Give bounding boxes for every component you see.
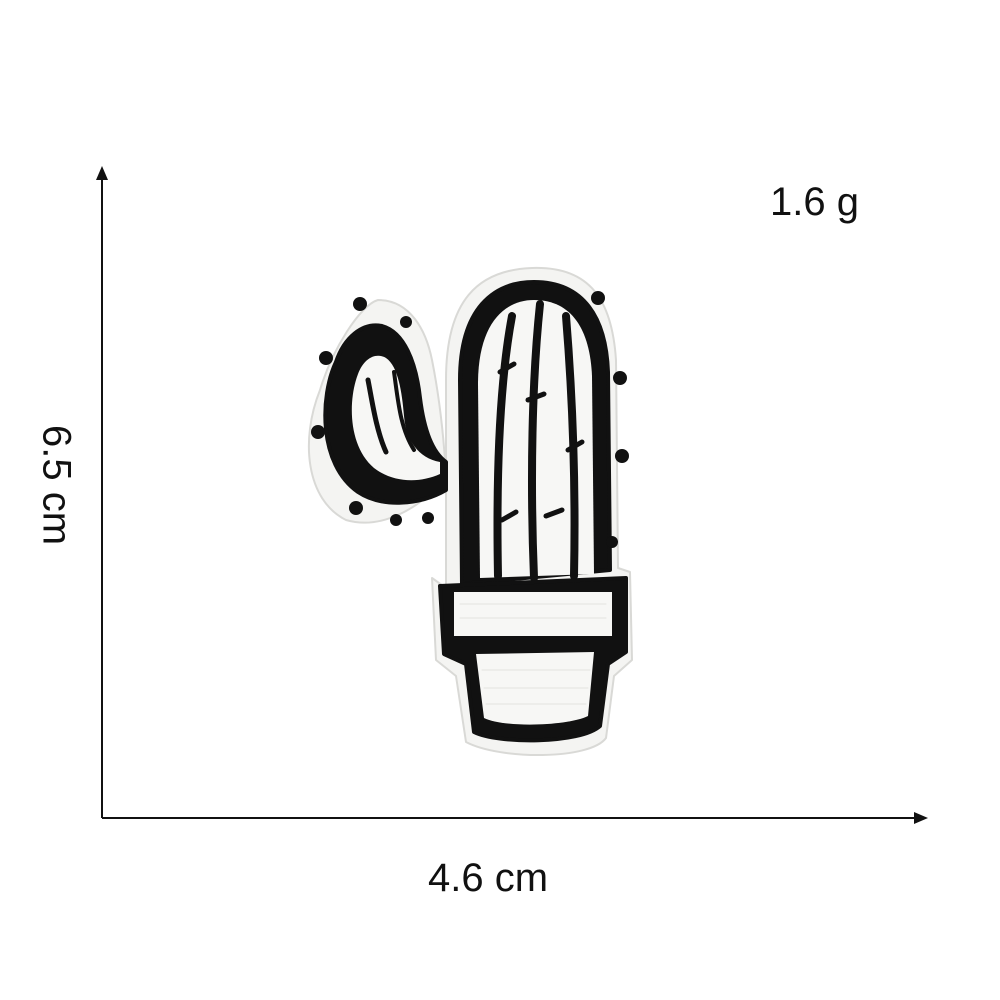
- cactus-patch: [307, 266, 633, 757]
- spine: [400, 316, 412, 328]
- spine: [319, 351, 333, 365]
- height-dimension-label: 6.5 cm: [34, 424, 79, 546]
- weight-label: 1.6 g: [770, 180, 859, 224]
- cactus-body: [458, 280, 612, 586]
- dimension-axes: [96, 166, 928, 824]
- cactus-pot: [438, 576, 628, 743]
- spine: [499, 509, 519, 523]
- spine: [565, 439, 585, 453]
- spine: [353, 297, 367, 311]
- spine: [615, 449, 629, 463]
- body-rib: [493, 312, 516, 580]
- cactus-arm: [323, 323, 448, 505]
- cactus-spines: [311, 291, 629, 548]
- width-axis-arrow: [914, 812, 928, 824]
- stitch-texture: [459, 603, 607, 705]
- spine: [497, 361, 517, 375]
- height-axis-arrow: [96, 166, 108, 180]
- width-dimension-label: 4.6 cm: [428, 856, 549, 900]
- spine: [591, 291, 605, 305]
- spine: [613, 371, 627, 385]
- spine: [311, 425, 325, 439]
- pot-rim: [454, 592, 612, 636]
- spine: [606, 536, 618, 548]
- body-rib: [528, 300, 544, 582]
- body-rib: [562, 312, 579, 580]
- spine: [543, 507, 565, 519]
- spine: [525, 391, 547, 403]
- spine: [349, 501, 363, 515]
- spine: [390, 514, 402, 526]
- spine: [422, 512, 434, 524]
